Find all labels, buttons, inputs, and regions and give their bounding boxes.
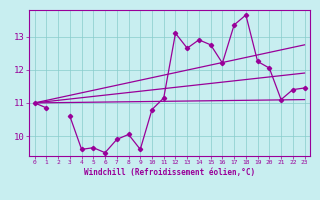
X-axis label: Windchill (Refroidissement éolien,°C): Windchill (Refroidissement éolien,°C) [84, 168, 255, 177]
